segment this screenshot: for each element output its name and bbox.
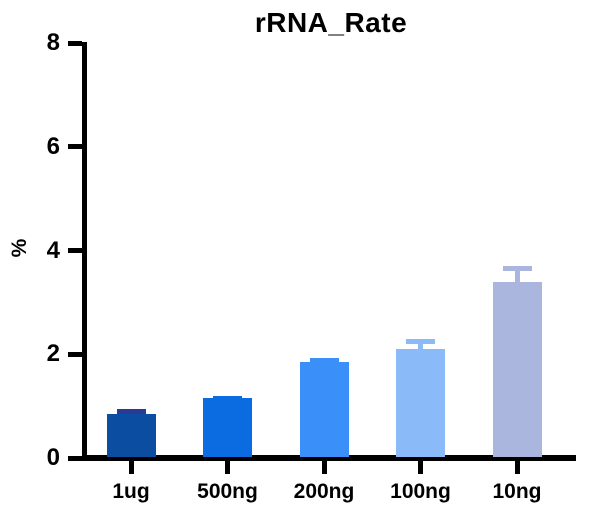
y-tick-mark xyxy=(68,455,82,461)
y-tick-mark xyxy=(68,248,82,253)
y-tick-label: 2 xyxy=(46,340,60,368)
x-category-label: 100ng xyxy=(390,480,451,503)
bar-1ug xyxy=(106,413,156,457)
y-tick-label: 0 xyxy=(46,444,60,471)
x-category-label: 500ng xyxy=(197,480,258,503)
x-category-label: 10ng xyxy=(492,480,542,503)
error-bar-cap xyxy=(116,408,146,414)
error-bar-stem xyxy=(418,338,423,352)
x-tick-mark xyxy=(321,461,327,474)
x-tick-mark xyxy=(514,461,520,474)
x-category-label: 1ug xyxy=(112,480,150,503)
x-tick-mark xyxy=(128,461,134,474)
x-axis-line xyxy=(82,455,576,461)
y-tick-mark xyxy=(68,40,82,46)
x-category-label: 200ng xyxy=(293,480,355,503)
y-tick-label: 4 xyxy=(46,236,60,264)
error-bar-cap xyxy=(309,357,339,363)
y-tick-mark xyxy=(68,144,82,150)
error-bar-cap xyxy=(502,266,532,272)
bar-100ng xyxy=(396,349,445,457)
error-bar-stem xyxy=(514,266,520,284)
y-axis-line xyxy=(82,42,87,461)
y-tick-label: 8 xyxy=(46,29,60,56)
y-tick-mark xyxy=(68,351,82,357)
bar-500ng xyxy=(203,398,252,457)
bar-10ng xyxy=(492,281,542,457)
chart-title: rRNA_Rate xyxy=(254,7,408,38)
x-tick-mark xyxy=(225,461,230,474)
bar-200ng xyxy=(299,362,349,457)
x-tick-mark xyxy=(418,461,423,474)
error-bar-cap xyxy=(406,338,435,344)
y-tick-label: 6 xyxy=(46,132,60,160)
error-bar-cap xyxy=(213,395,242,401)
